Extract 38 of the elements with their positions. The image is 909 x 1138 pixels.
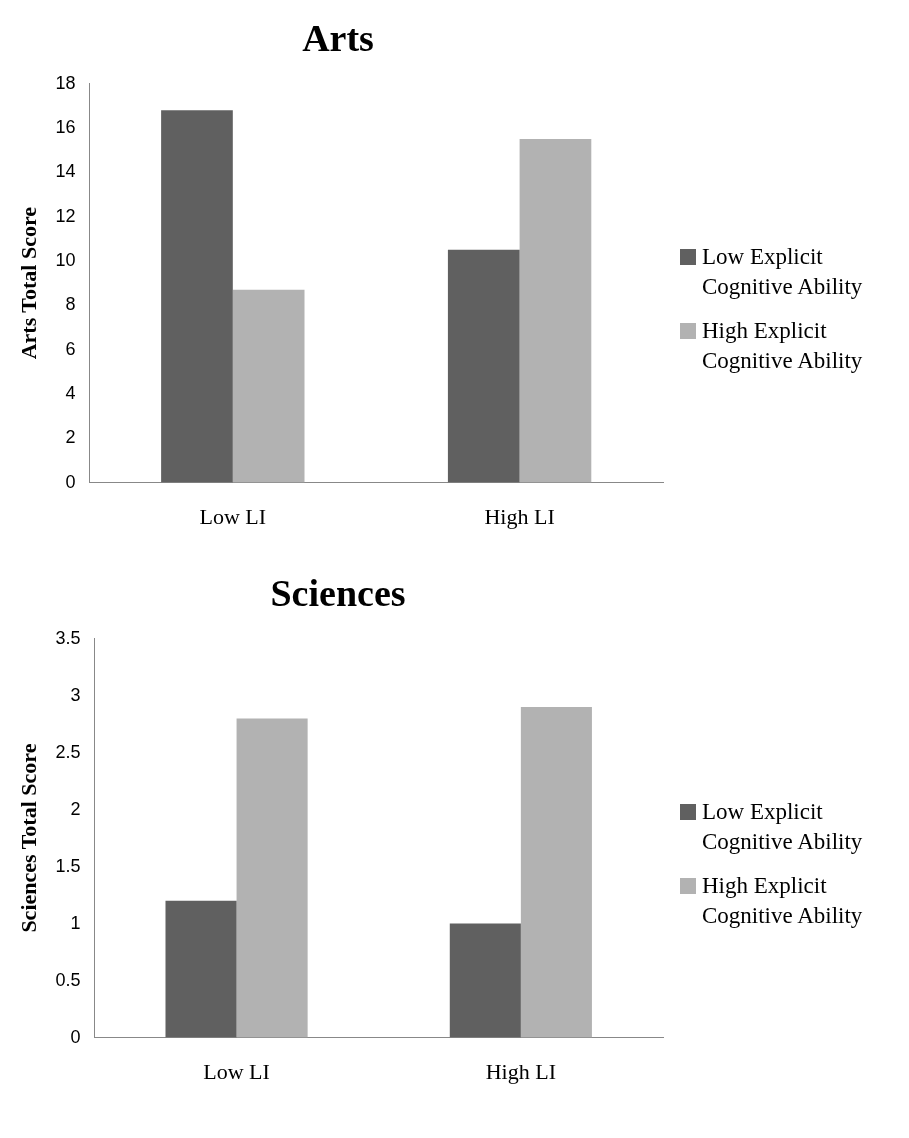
bar — [447, 249, 520, 483]
y-tick-label: 18 — [55, 72, 76, 93]
y-axis-title: Sciences Total Score — [15, 743, 41, 933]
y-tick-label: 3.5 — [55, 627, 81, 648]
y-tick-label: 6 — [65, 338, 76, 359]
bar — [519, 139, 592, 483]
y-tick-label: 0.5 — [55, 969, 81, 990]
y-tick-label: 16 — [55, 116, 76, 137]
y-axis-title: Arts Total Score — [15, 206, 41, 360]
y-tick-label: 1.5 — [55, 855, 81, 876]
y-tick-label: 14 — [55, 161, 76, 182]
legend-label: High Explicit Cognitive Ability — [702, 871, 864, 930]
bar — [236, 718, 308, 1038]
y-tick-label: 3 — [70, 684, 81, 705]
chart-title: Sciences — [270, 571, 406, 614]
bar — [165, 900, 237, 1038]
y-tick-label: 12 — [55, 205, 76, 226]
x-tick-label: Low LI — [199, 503, 267, 529]
bar — [520, 707, 592, 1038]
y-tick-label: 8 — [65, 294, 76, 315]
bar — [449, 923, 521, 1038]
y-tick-label: 4 — [65, 382, 76, 403]
bar — [232, 289, 305, 483]
y-tick-label: 2.5 — [55, 741, 81, 762]
y-tick-label: 0 — [70, 1026, 81, 1047]
chart-title: Arts — [302, 16, 374, 59]
y-tick-label: 2 — [70, 798, 81, 819]
legend-label: Low Explicit Cognitive Ability — [702, 797, 864, 856]
y-tick-label: 2 — [65, 427, 76, 448]
bar — [161, 110, 233, 483]
x-tick-label: High LI — [484, 503, 555, 529]
x-tick-label: High LI — [485, 1058, 556, 1084]
y-tick-label: 1 — [70, 912, 81, 933]
legend-label: High Explicit Cognitive Ability — [702, 316, 864, 375]
legend-label: Low Explicit Cognitive Ability — [702, 242, 864, 301]
x-tick-label: Low LI — [203, 1058, 270, 1084]
y-tick-label: 10 — [55, 249, 76, 270]
y-tick-label: 0 — [65, 471, 76, 492]
